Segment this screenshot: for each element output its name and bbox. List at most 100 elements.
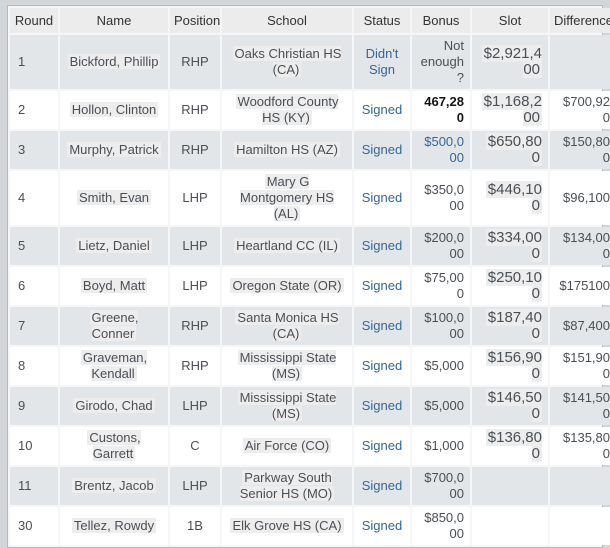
bonus-value: $200,000 bbox=[424, 230, 464, 261]
cell-position: LHP bbox=[170, 387, 220, 425]
name-value: Tellez, Rowdy bbox=[71, 518, 157, 533]
slot-value: $446,100 bbox=[485, 181, 542, 214]
table-row: 4 Smith, Evan LHP Mary G Montgomery HS (AL)… bbox=[10, 171, 610, 225]
cell-status: Signed bbox=[354, 387, 410, 425]
status-link[interactable]: Signed bbox=[361, 358, 403, 373]
school-value: Santa Monica HS (CA) bbox=[235, 310, 339, 341]
name-value: Murphy, Patrick bbox=[67, 142, 161, 157]
school-value: Mississippi State (MS) bbox=[237, 390, 337, 421]
cell-status: Signed bbox=[354, 467, 410, 505]
cell-position: RHP bbox=[170, 131, 220, 169]
cell-name: Smith, Evan bbox=[60, 171, 168, 225]
table-row: 30 Tellez, Rowdy 1B Elk Grove HS (CA) Signed… bbox=[10, 507, 610, 545]
cell-bonus: $5,000 bbox=[412, 387, 470, 425]
table-row: 8 Graveman, Kendall RHP Mississippi State (… bbox=[10, 347, 610, 385]
status-link[interactable]: Didn't Sign bbox=[365, 46, 399, 77]
slot-value: $187,400 bbox=[485, 309, 542, 342]
name-value: Bickford, Phillip bbox=[67, 54, 161, 69]
column-header-difference: Difference bbox=[550, 8, 610, 33]
column-header-bonus: Bonus bbox=[412, 8, 470, 33]
draft-table: Round Name Position School Status Bonus Slot Di… bbox=[8, 6, 610, 547]
cell-position: RHP bbox=[170, 347, 220, 385]
name-value: Graveman, Kendall bbox=[80, 350, 148, 381]
cell-slot: $446,100 bbox=[472, 171, 548, 225]
bonus-value: $700,000 bbox=[424, 470, 464, 501]
cell-position: LHP bbox=[170, 227, 220, 265]
cell-bonus: $1,000 bbox=[412, 427, 470, 465]
cell-status: Signed bbox=[354, 227, 410, 265]
cell-difference: $96,100 bbox=[550, 171, 610, 225]
cell-difference: $700,920 bbox=[550, 91, 610, 129]
bonus-link[interactable]: $500,000 bbox=[424, 134, 464, 165]
slot-value: $146,500 bbox=[485, 389, 542, 422]
status-link[interactable]: Signed bbox=[361, 142, 403, 157]
status-link[interactable]: Signed bbox=[361, 518, 403, 533]
slot-value: $136,800 bbox=[485, 429, 542, 462]
cell-name: Lietz, Daniel bbox=[60, 227, 168, 265]
cell-status: Signed bbox=[354, 507, 410, 545]
cell-slot: $650,800 bbox=[472, 131, 548, 169]
cell-school: Oaks Christian HS (CA) bbox=[222, 35, 352, 89]
cell-name: Graveman, Kendall bbox=[60, 347, 168, 385]
slot-value: $1,168,200 bbox=[481, 93, 542, 126]
slot-value: $650,800 bbox=[485, 133, 542, 166]
school-value: Oregon State (OR) bbox=[230, 278, 344, 293]
cell-bonus: $700,000 bbox=[412, 467, 470, 505]
status-link[interactable]: Signed bbox=[361, 398, 403, 413]
cell-bonus: $5,000 bbox=[412, 347, 470, 385]
status-link[interactable]: Signed bbox=[361, 478, 403, 493]
table-row: 7 Greene, Conner RHP Santa Monica HS (CA) Si… bbox=[10, 307, 610, 345]
column-header-position: Position bbox=[170, 8, 220, 33]
school-value: Woodford County HS (KY) bbox=[235, 94, 339, 125]
table-header: Round Name Position School Status Bonus Slot Di… bbox=[10, 8, 610, 33]
cell-round: 3 bbox=[10, 131, 58, 169]
status-link[interactable]: Signed bbox=[361, 278, 403, 293]
cell-school: Oregon State (OR) bbox=[222, 267, 352, 305]
cell-round: 4 bbox=[10, 171, 58, 225]
school-value: Air Force (CO) bbox=[242, 438, 332, 453]
table-body: 1 Bickford, Phillip RHP Oaks Christian HS (… bbox=[10, 35, 610, 545]
status-link[interactable]: Signed bbox=[361, 102, 403, 117]
cell-school: Woodford County HS (KY) bbox=[222, 91, 352, 129]
cell-school: Air Force (CO) bbox=[222, 427, 352, 465]
table-row: 3 Murphy, Patrick RHP Hamilton HS (AZ) Signe… bbox=[10, 131, 610, 169]
table-row: 6 Boyd, Matt LHP Oregon State (OR) Signed $75… bbox=[10, 267, 610, 305]
cell-position: LHP bbox=[170, 467, 220, 505]
cell-slot bbox=[472, 507, 548, 545]
school-value: Hamilton HS (AZ) bbox=[234, 142, 340, 157]
status-link[interactable]: Signed bbox=[361, 318, 403, 333]
cell-position: RHP bbox=[170, 307, 220, 345]
cell-round: 1 bbox=[10, 35, 58, 89]
bonus-value: $5,000 bbox=[424, 398, 464, 413]
status-link[interactable]: Signed bbox=[361, 438, 403, 453]
table-row: 2 Hollon, Clinton RHP Woodford County HS (K… bbox=[10, 91, 610, 129]
name-value: Lietz, Daniel bbox=[76, 238, 152, 253]
name-value: Greene, Conner bbox=[89, 310, 139, 341]
school-value: Mary G Montgomery HS (AL) bbox=[240, 174, 334, 221]
cell-difference bbox=[550, 467, 610, 505]
name-value: Girodo, Chad bbox=[73, 398, 155, 413]
cell-difference: $134,000 bbox=[550, 227, 610, 265]
cell-school: Parkway South Senior HS (MO) bbox=[222, 467, 352, 505]
cell-school: Heartland CC (IL) bbox=[222, 227, 352, 265]
status-link[interactable]: Signed bbox=[361, 190, 403, 205]
cell-slot: $156,900 bbox=[472, 347, 548, 385]
cell-round: 6 bbox=[10, 267, 58, 305]
header-row: Round Name Position School Status Bonus Slot Di… bbox=[10, 8, 610, 33]
status-link[interactable]: Signed bbox=[361, 238, 403, 253]
cell-school: Hamilton HS (AZ) bbox=[222, 131, 352, 169]
cell-round: 8 bbox=[10, 347, 58, 385]
cell-slot: $1,168,200 bbox=[472, 91, 548, 129]
table-row: 9 Girodo, Chad LHP Mississippi State (MS) Si… bbox=[10, 387, 610, 425]
cell-status: Signed bbox=[354, 91, 410, 129]
cell-slot: $187,400 bbox=[472, 307, 548, 345]
cell-status: Signed bbox=[354, 307, 410, 345]
school-value: Oaks Christian HS (CA) bbox=[232, 46, 342, 77]
cell-bonus: $500,000 bbox=[412, 131, 470, 169]
cell-position: 1B bbox=[170, 507, 220, 545]
cell-round: 10 bbox=[10, 427, 58, 465]
cell-school: Elk Grove HS (CA) bbox=[222, 507, 352, 545]
cell-status: Signed bbox=[354, 131, 410, 169]
cell-bonus: $200,000 bbox=[412, 227, 470, 265]
draft-results-panel: Round Name Position School Status Bonus Slot Di… bbox=[7, 5, 610, 548]
